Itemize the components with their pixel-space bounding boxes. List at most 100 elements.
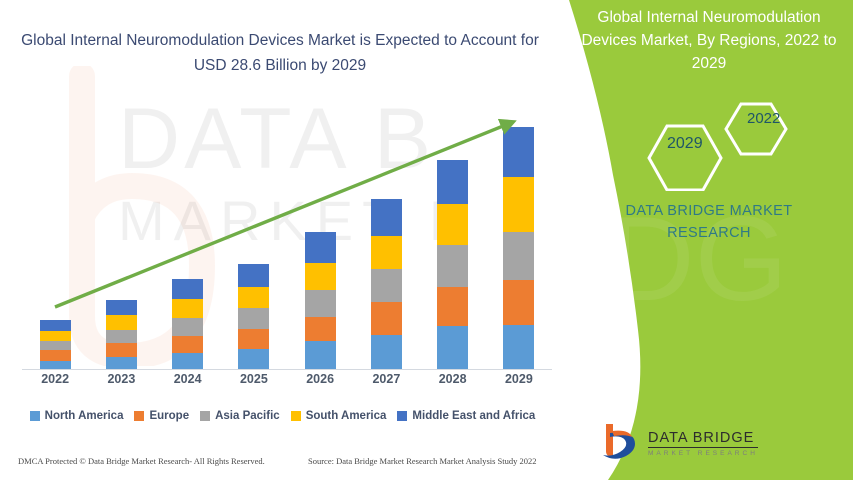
bar-segment [238, 308, 270, 329]
stacked-bar [304, 232, 336, 369]
bar-column [22, 119, 88, 369]
bar-segment [370, 335, 402, 369]
bar-column [486, 119, 552, 369]
legend-swatch-icon [290, 411, 301, 421]
chart-legend: North America Europe Asia Pacific South Ame… [0, 410, 565, 422]
bar-segment [370, 199, 402, 236]
main-title: Global Internal Neuromodulation Devices … [21, 32, 539, 74]
legend-label: Asia Pacific [215, 410, 280, 422]
bar-segment [370, 236, 402, 269]
bar-segment [172, 336, 204, 353]
bar-segment [437, 160, 469, 204]
hexagon-shapes-icon [647, 102, 788, 192]
stacked-bar [437, 160, 469, 369]
legend-swatch-icon [200, 411, 211, 421]
bar-segment [304, 263, 336, 290]
bar-column [353, 119, 419, 369]
bar-column [221, 119, 287, 369]
bar-segment [437, 287, 469, 326]
bar-segment [437, 245, 469, 287]
x-axis-label: 2026 [306, 372, 335, 386]
x-axis-label: 2025 [239, 372, 268, 386]
bar-segment [39, 341, 71, 350]
bar-column [420, 119, 486, 369]
bar-segment [105, 330, 137, 343]
db-mark-icon [603, 424, 635, 459]
svg-text:DG: DG [608, 192, 788, 326]
bar-segment [238, 287, 270, 308]
bar-segment [304, 232, 336, 263]
hexagon-group: 2029 2022 [645, 96, 835, 192]
x-axis-label: 2027 [372, 372, 401, 386]
footer-source: Source: Data Bridge Market Research Mark… [308, 456, 537, 466]
bar-chart [0, 100, 570, 370]
hexagon-label-2029: 2029 [667, 135, 703, 152]
x-axis-label: 2028 [438, 372, 467, 386]
bar-segment [238, 349, 270, 369]
legend-item[interactable]: Europe [134, 410, 189, 422]
logo-name: DATA BRIDGE [648, 430, 758, 448]
legend-label: Middle East and Africa [412, 410, 536, 422]
x-axis-line [22, 369, 552, 370]
legend-swatch-icon [134, 411, 145, 421]
green-panel-content: Global Internal Neuromodulation Devices … [553, 0, 853, 480]
panel-title: Global Internal Neuromodulation Devices … [581, 9, 837, 72]
bar-segment [437, 204, 469, 245]
legend-item[interactable]: Asia Pacific [200, 410, 280, 422]
logo-subtitle: MARKET RESEARCH [648, 449, 758, 457]
x-axis-labels: 2022 2023 2024 2025 2026 2027 2028 2029 [22, 372, 552, 386]
x-axis-label: 2024 [173, 372, 202, 386]
stacked-bar [503, 127, 535, 369]
stacked-bar [105, 300, 137, 369]
bar-segment [105, 315, 137, 330]
x-axis-label: 2022 [41, 372, 70, 386]
bar-segment [370, 269, 402, 302]
legend-item[interactable]: South America [290, 410, 387, 422]
bar-segment [503, 232, 535, 280]
panel-brand: DATA BRIDGE MARKET RESEARCH [565, 200, 853, 244]
hexagon-label-2022: 2022 [747, 110, 781, 127]
bar-segment [39, 320, 71, 331]
bar-segment [105, 343, 137, 357]
stacked-bar [39, 320, 71, 369]
stacked-bar [238, 264, 270, 369]
bar-segment [503, 280, 535, 325]
x-axis-label: 2029 [504, 372, 533, 386]
data-bridge-logo: DATA BRIDGE MARKET RESEARCH [596, 418, 766, 468]
logo-text-block: DATA BRIDGE MARKET RESEARCH [648, 430, 758, 457]
bar-segment [304, 341, 336, 369]
bar-segment [172, 279, 204, 299]
x-axis-label: 2023 [107, 372, 136, 386]
bar-segment [39, 331, 71, 341]
bar-column [88, 119, 154, 369]
panel-brand-line1: DATA BRIDGE MARKET [625, 203, 793, 219]
bar-column [287, 119, 353, 369]
stacked-bar [370, 199, 402, 369]
bar-segment [39, 361, 71, 369]
legend-swatch-icon [397, 411, 408, 421]
stacked-bar [172, 279, 204, 369]
panel-brand-line2: RESEARCH [667, 225, 751, 241]
legend-label: South America [305, 410, 387, 422]
legend-swatch-icon [29, 411, 40, 421]
bar-segment [503, 127, 535, 177]
legend-item[interactable]: North America [29, 410, 124, 422]
bar-segment [370, 302, 402, 335]
bar-column [155, 119, 221, 369]
bar-segment [304, 290, 336, 317]
bar-segment [172, 353, 204, 369]
bar-segment [105, 357, 137, 369]
bar-segment [304, 317, 336, 341]
legend-item[interactable]: Middle East and Africa [397, 410, 535, 422]
legend-label: Europe [149, 410, 190, 422]
bar-segment [437, 326, 469, 369]
bar-segment [39, 350, 71, 361]
bar-segment [105, 300, 137, 315]
bar-segment [503, 325, 535, 369]
bar-segment [238, 264, 270, 287]
footer-copyright: DMCA Protected © Data Bridge Market Rese… [18, 456, 265, 466]
bar-segment [503, 177, 535, 232]
legend-label: North America [44, 410, 124, 422]
bar-segment [238, 329, 270, 349]
